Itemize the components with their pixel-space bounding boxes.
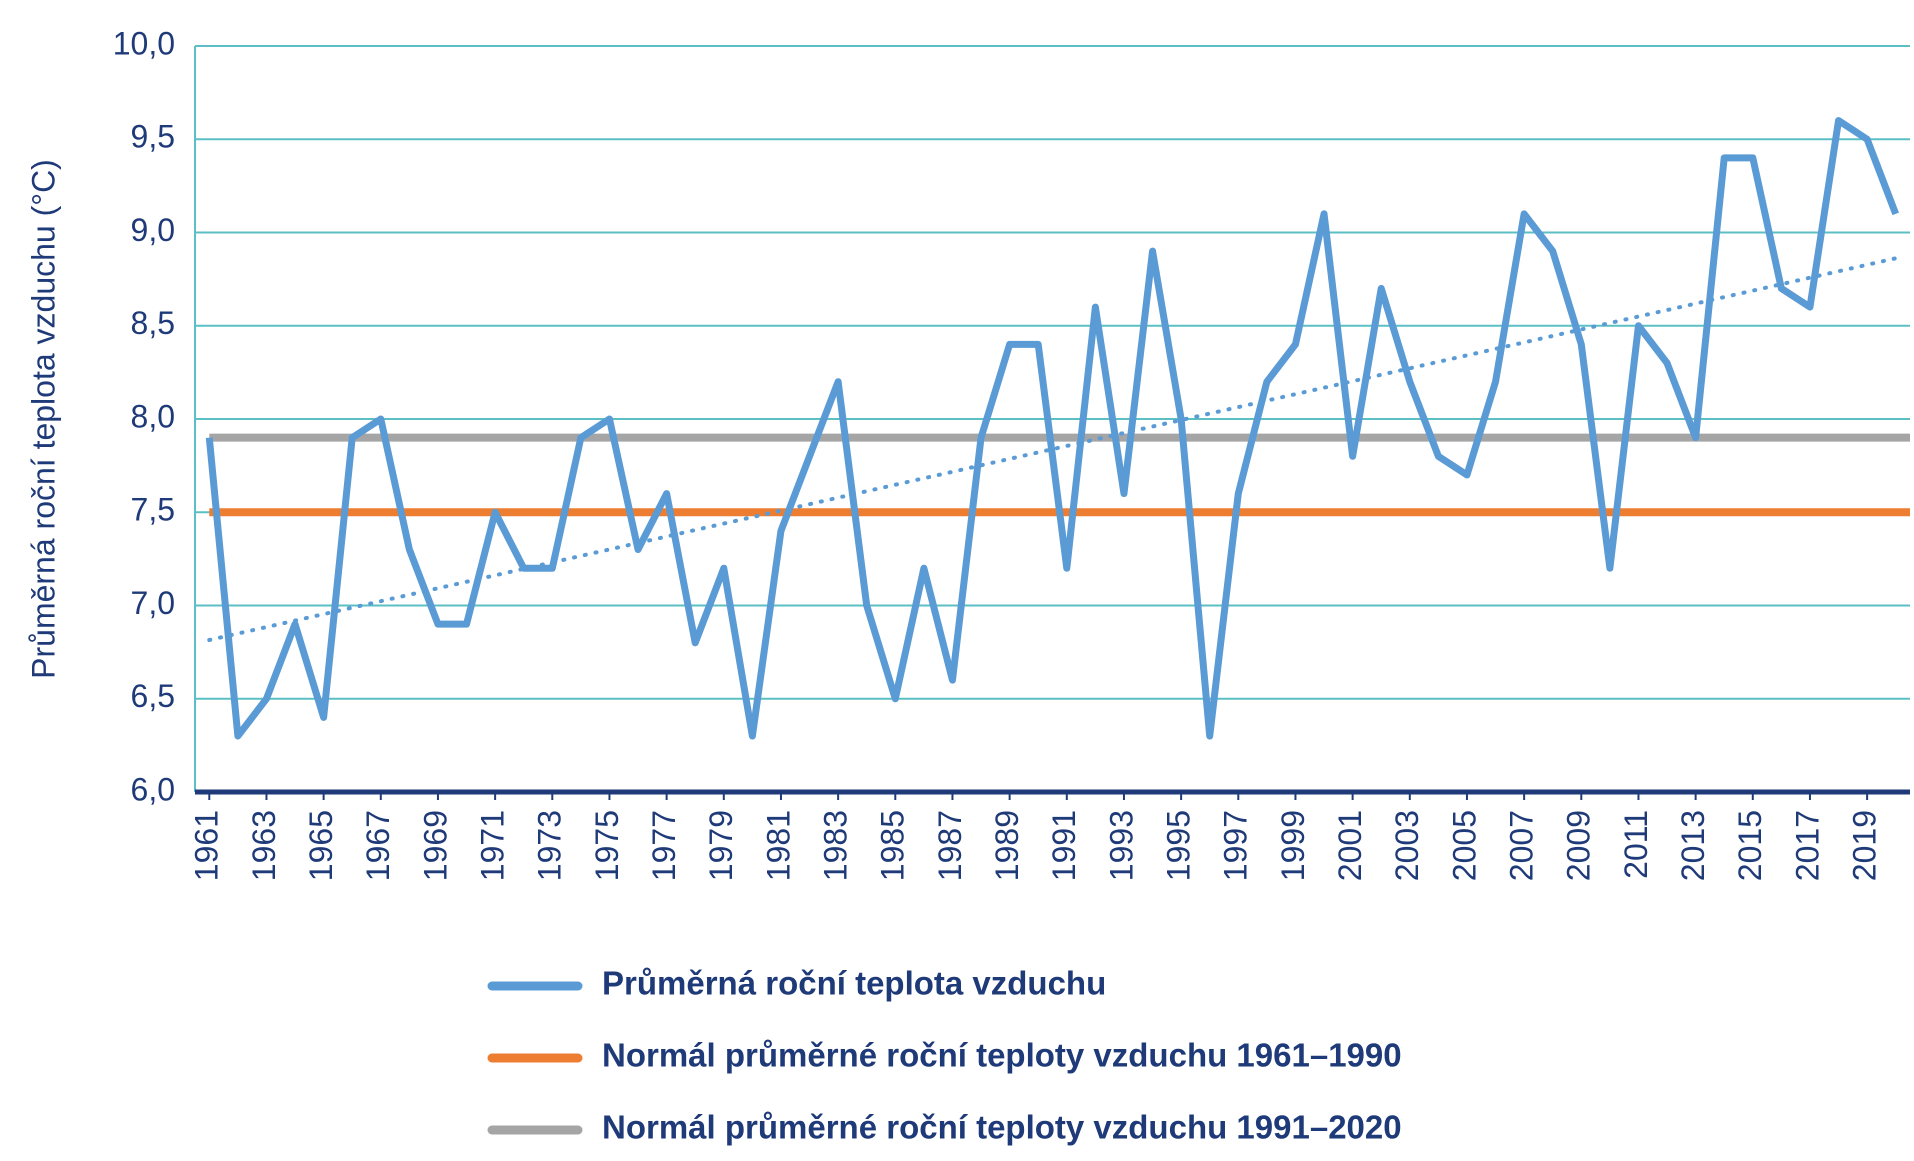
x-tick-label: 1987 [932,810,968,881]
trendline [207,256,1898,643]
y-tick-label: 10,0 [113,25,175,61]
legend-label: Normál průměrné roční teploty vzduchu 19… [602,1109,1402,1146]
x-tick-label: 1967 [360,810,396,881]
y-tick-label: 6,0 [131,771,175,807]
y-axis-title: Průměrná roční teplota vzduchu (°C) [25,159,61,679]
y-tick-label: 9,0 [131,212,175,248]
legend-label: Průměrná roční teplota vzduchu [602,965,1106,1002]
x-tick-label: 2017 [1789,810,1825,881]
x-tick-label: 2009 [1561,810,1597,881]
x-tick-label: 1969 [417,810,453,881]
x-tick-label: 2011 [1618,810,1654,879]
x-tick-label: 1989 [989,810,1025,881]
x-tick-label: 2007 [1504,810,1540,881]
x-tick-label: 1961 [189,810,225,881]
legend-label: Normál průměrné roční teploty vzduchu 19… [602,1037,1402,1074]
x-tick-label: 1999 [1275,810,1311,881]
x-tick-label: 1981 [760,810,796,881]
y-tick-label: 7,0 [131,585,175,621]
x-tick-label: 1995 [1161,810,1197,881]
x-tick-label: 1985 [875,810,911,881]
x-tick-label: 2005 [1446,810,1482,881]
x-tick-label: 1965 [303,810,339,881]
x-tick-label: 1997 [1218,810,1254,881]
x-tick-label: 2019 [1847,810,1883,881]
x-tick-label: 1971 [475,810,511,881]
x-tick-label: 2001 [1332,810,1368,881]
x-tick-label: 1979 [703,810,739,881]
x-tick-label: 1975 [589,810,625,881]
x-tick-label: 1991 [1046,810,1082,881]
y-tick-label: 8,0 [131,398,175,434]
y-tick-label: 7,5 [131,492,175,528]
x-tick-label: 1993 [1103,810,1139,881]
y-tick-label: 8,5 [131,305,175,341]
data-line [205,117,1899,740]
x-tick-label: 2015 [1732,810,1768,881]
x-tick-label: 1977 [646,810,682,881]
x-tick-label: 1973 [532,810,568,881]
x-tick-label: 1983 [818,810,854,881]
y-tick-label: 9,5 [131,119,175,155]
x-tick-label: 1963 [246,810,282,881]
x-tick-label: 2013 [1675,810,1711,881]
x-tick-label: 2003 [1389,810,1425,881]
y-tick-label: 6,5 [131,678,175,714]
